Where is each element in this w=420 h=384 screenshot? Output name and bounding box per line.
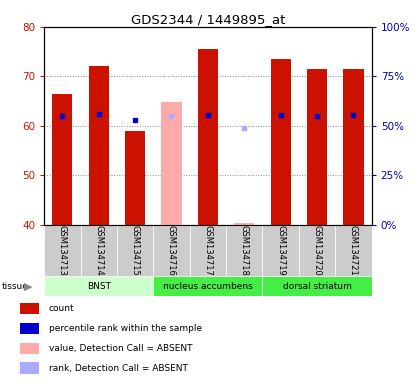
Bar [153,225,190,276]
Bar [44,276,153,296]
Bar [262,225,299,276]
Bar [81,225,117,276]
Bar [335,225,372,276]
Bar [307,69,327,225]
Bar [226,225,262,276]
Bar [198,49,218,225]
Text: nucleus accumbens: nucleus accumbens [163,281,253,291]
Text: percentile rank within the sample: percentile rank within the sample [49,324,202,333]
Bar [21,362,39,374]
Bar [52,94,72,225]
Text: GSM134721: GSM134721 [349,225,358,276]
Text: ▶: ▶ [24,282,33,292]
Bar [190,225,226,276]
Text: GSM134713: GSM134713 [58,225,67,276]
Bar [153,276,262,296]
Text: value, Detection Call = ABSENT: value, Detection Call = ABSENT [49,344,192,353]
Bar [125,131,145,225]
Bar [21,323,39,334]
Text: GSM134717: GSM134717 [203,225,213,276]
Bar [44,225,81,276]
Text: dorsal striatum: dorsal striatum [283,281,352,291]
Bar [21,303,39,314]
Text: BNST: BNST [87,281,111,291]
Text: GSM134719: GSM134719 [276,225,285,276]
Bar [270,59,291,225]
Text: GSM134716: GSM134716 [167,225,176,276]
Text: GSM134714: GSM134714 [94,225,103,276]
Bar [299,225,335,276]
Bar [262,276,372,296]
Text: tissue: tissue [2,282,29,291]
Title: GDS2344 / 1449895_at: GDS2344 / 1449895_at [131,13,285,26]
Bar [117,225,153,276]
Bar [21,343,39,354]
Text: GSM134718: GSM134718 [240,225,249,276]
Bar [344,69,364,225]
Bar [161,102,181,225]
Text: count: count [49,305,74,313]
Text: GSM134715: GSM134715 [131,225,139,276]
Text: GSM134720: GSM134720 [312,225,322,276]
Text: rank, Detection Call = ABSENT: rank, Detection Call = ABSENT [49,364,188,373]
Bar [234,223,254,225]
Bar [89,66,109,225]
